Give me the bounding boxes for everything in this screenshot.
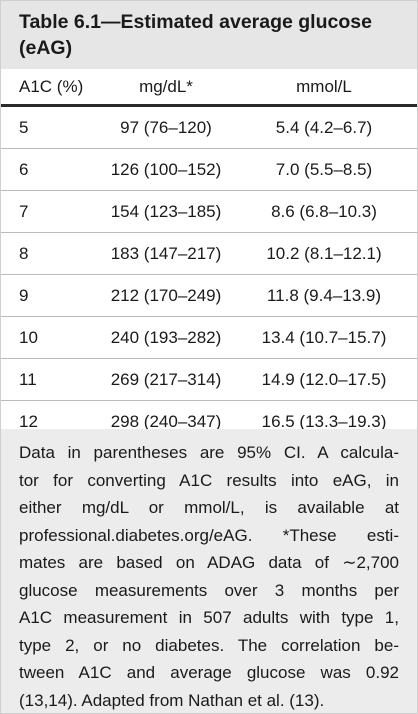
footnote-line: A1C measurement in 507 adults with type … — [19, 608, 399, 627]
table-row: 7 154 (123–185) 8.6 (6.8–10.3) — [1, 190, 417, 233]
table-cell: 6 — [1, 148, 90, 191]
table-cell: 7.0 (5.5–8.5) — [242, 148, 417, 191]
table-row: 11 269 (217–314) 14.9 (12.0–17.5) — [1, 358, 417, 401]
header-cell: mg/dL* — [90, 69, 242, 107]
table-row: 9 212 (170–249) 11.8 (9.4–13.9) — [1, 274, 417, 317]
table-cell: 10.2 (8.1–12.1) — [242, 232, 417, 275]
table-row: 5 97 (76–120) 5.4 (4.2–6.7) — [1, 105, 417, 149]
table-cell: 14.9 (12.0–17.5) — [242, 358, 417, 401]
table-cell: 154 (123–185) — [90, 190, 242, 233]
header-cell: mmol/L — [242, 69, 417, 107]
table-cell: 10 — [1, 316, 90, 359]
table-cell: 240 (193–282) — [90, 316, 242, 359]
table-title: Table 6.1—Estimated average glucose (eAG) — [1, 1, 417, 69]
table-row: 10 240 (193–282) 13.4 (10.7–15.7) — [1, 316, 417, 359]
table-cell: 97 (76–120) — [90, 105, 242, 149]
table-cell: 8.6 (6.8–10.3) — [242, 190, 417, 233]
table-cell: 183 (147–217) — [90, 232, 242, 275]
table-cell: 8 — [1, 232, 90, 275]
table-cell: 126 (100–152) — [90, 148, 242, 191]
footnote-line: tween A1C and average glucose was 0.92 — [19, 663, 399, 682]
header-row: A1C (%) mg/dL* mmol/L — [1, 69, 417, 107]
table-cell: 5.4 (4.2–6.7) — [242, 105, 417, 149]
table-row: 6 126 (100–152) 7.0 (5.5–8.5) — [1, 148, 417, 191]
table-cell: 7 — [1, 190, 90, 233]
title-line: (eAG) — [19, 37, 73, 59]
glucose-table: A1C (%) mg/dL* mmol/L 5 97 (76–120) 5.4 (4.2… — [1, 69, 417, 444]
table-cell: 269 (217–314) — [90, 358, 242, 401]
header-cell: A1C (%) — [1, 69, 90, 107]
footnote-line: type 2, or no diabetes. The correlation … — [19, 635, 399, 655]
table-cell: 212 (170–249) — [90, 274, 242, 317]
table-cell: 9 — [1, 274, 90, 317]
table-cell: 11 — [1, 358, 90, 401]
footnote-line: either mg/dL or mmol/L, is available at — [19, 498, 399, 517]
footnote-line: tor for converting A1C results into eAG,… — [19, 470, 399, 490]
table-row: 8 183 (147–217) 10.2 (8.1–12.1) — [1, 232, 417, 275]
title-line: Table 6.1—Estimated average glucose — [19, 11, 372, 33]
footnote: Data in parentheses are 95% CI. A calcul… — [1, 429, 417, 713]
footnote-line: glucose measurements over 3 months per — [19, 580, 399, 600]
table-cell: 5 — [1, 105, 90, 149]
table-cell: 13.4 (10.7–15.7) — [242, 316, 417, 359]
footnote-line: (13,14). Adapted from Nathan et al. (13)… — [19, 690, 325, 710]
footnote-line: mates are based on ADAG data of ∼2,700 — [19, 553, 399, 572]
table-cell: 11.8 (9.4–13.9) — [242, 274, 417, 317]
footnote-line: Data in parentheses are 95% CI. A calcul… — [19, 443, 399, 462]
footnote-line: professional.diabetes.org/eAG. *These es… — [19, 525, 399, 545]
